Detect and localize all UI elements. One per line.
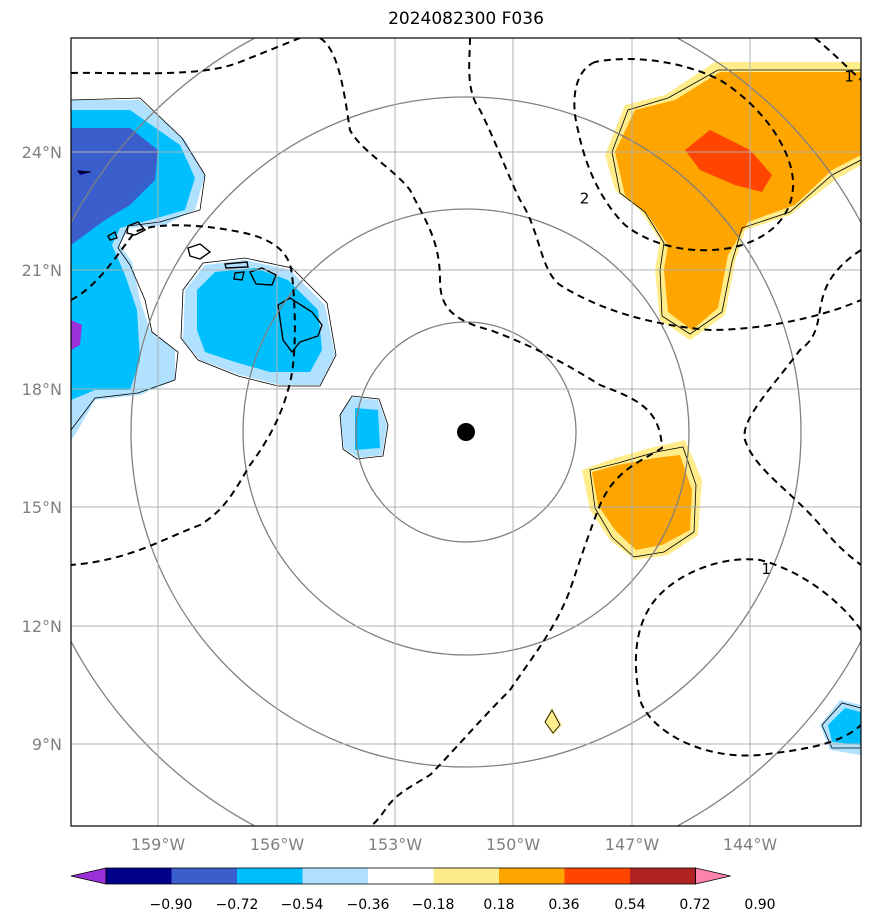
contour-label: 2 [580, 189, 590, 207]
colorbar-tick-label: −0.90 [150, 897, 193, 913]
lon-tick-labels: 159°W 156°W 153°W 150°W 147°W 144°W [131, 835, 778, 854]
map-area: 2 1 1 [71, 38, 861, 826]
colorbar-segment [630, 868, 696, 884]
lat-tick-label: 18°N [22, 380, 62, 399]
storm-center-marker [457, 423, 475, 441]
colorbar-tick-label: 0.18 [483, 897, 514, 913]
colorbar-segment [237, 868, 303, 884]
lat-tick-labels: 24°N 21°N 18°N 15°N 12°N 9°N [22, 143, 62, 754]
negative-anomaly-hawaii [183, 260, 335, 385]
colorbar-segment [368, 868, 434, 884]
lat-tick-label: 9°N [32, 735, 62, 754]
lat-tick-label: 24°N [22, 143, 62, 162]
colorbar-tick-label: 0.90 [744, 897, 775, 913]
colorbar-tick-label: 0.36 [548, 897, 579, 913]
colorbar-segment [499, 868, 565, 884]
contour-label: 1 [844, 67, 854, 85]
positive-anomaly-southeast [544, 440, 702, 735]
lon-tick-label: 150°W [486, 835, 541, 854]
negative-anomaly-small [340, 397, 861, 755]
map-title: 2024082300 F036 [388, 9, 544, 29]
lon-tick-label: 144°W [723, 835, 778, 854]
colorbar-frame [105, 867, 696, 885]
hawaii-coastline [78, 171, 323, 354]
colorbar-segment [302, 868, 369, 884]
dashed-contours [71, 38, 861, 826]
graticule [71, 38, 861, 826]
colorbar-tick-labels: −0.90 −0.72 −0.54 −0.36 −0.18 0.18 0.36 … [150, 897, 776, 913]
colorbar-segment [106, 868, 172, 884]
lat-tick-label: 12°N [22, 617, 62, 636]
colorbar-tick-label: 0.72 [679, 897, 710, 913]
range-rings [71, 38, 861, 826]
negative-anomaly-west [71, 100, 205, 440]
lon-tick-label: 156°W [250, 835, 305, 854]
contour-labels: 2 1 1 [580, 67, 854, 578]
colorbar-tick-label: 0.54 [614, 897, 645, 913]
colorbar-segment [171, 868, 238, 884]
colorbar-tick-label: −0.54 [281, 897, 324, 913]
lat-tick-label: 21°N [22, 261, 62, 280]
lon-tick-label: 153°W [368, 835, 423, 854]
lon-tick-label: 147°W [605, 835, 660, 854]
colorbar-tick-label: −0.72 [216, 897, 259, 913]
lat-tick-label: 15°N [22, 498, 62, 517]
colorbar-segment [433, 868, 500, 884]
colorbar-extend-high [695, 867, 731, 885]
colorbar-tick-label: −0.36 [347, 897, 390, 913]
anomaly-outlines [71, 69, 861, 749]
colorbar-extend-low [70, 867, 107, 885]
colorbar-segment [564, 868, 631, 884]
contour-label: 1 [761, 560, 771, 578]
lon-tick-label: 159°W [131, 835, 186, 854]
map-frame [70, 37, 862, 827]
colorbar-tick-label: −0.18 [412, 897, 455, 913]
colorbar [70, 867, 731, 885]
